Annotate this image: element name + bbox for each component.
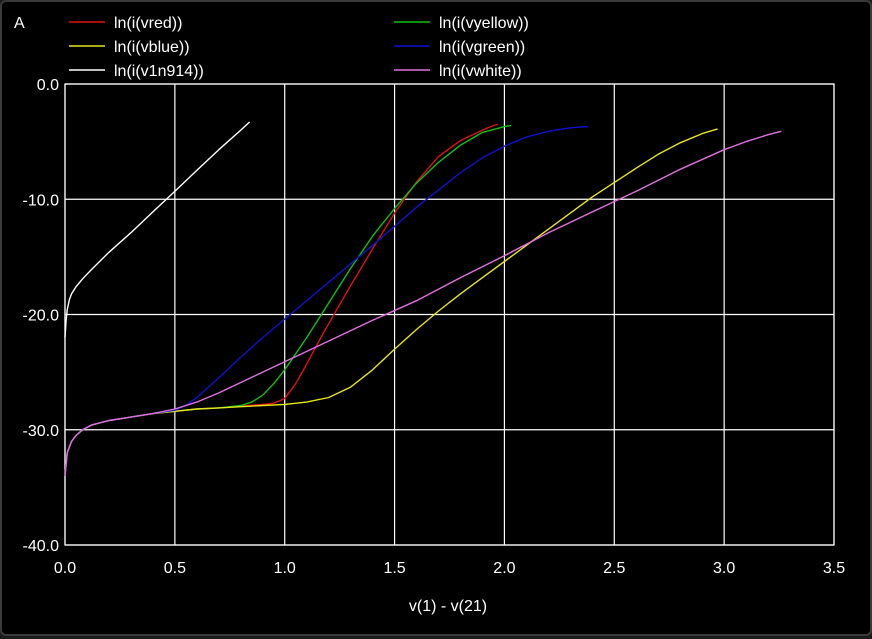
legend: ln(i(vred)) ln(i(vyellow)) ln(i(vblue)) ln(… bbox=[69, 15, 529, 80]
x-tick-label: 0.0 bbox=[54, 560, 76, 577]
legend-entry: ln(i(vyellow)) bbox=[439, 15, 529, 32]
series-line-ln-i-vgreen bbox=[64, 125, 588, 476]
legend-entry: ln(i(v1n914)) bbox=[114, 63, 204, 80]
series-group bbox=[64, 121, 782, 476]
series-line-ln-i-vred bbox=[64, 123, 498, 476]
y-tick-label: -30.0 bbox=[23, 423, 60, 440]
y-unit-label: A bbox=[14, 15, 25, 32]
legend-entry: ln(i(vred)) bbox=[114, 15, 182, 32]
series-line-ln-i-v1n914 bbox=[64, 121, 251, 338]
x-tick-label: 3.0 bbox=[713, 560, 735, 577]
x-tick-label: 3.5 bbox=[823, 560, 845, 577]
legend-entry: ln(i(vgreen)) bbox=[439, 39, 525, 56]
y-tick-label: -40.0 bbox=[23, 538, 60, 555]
x-tick-labels: 0.0 0.5 1.0 1.5 2.0 2.5 3.0 3.5 bbox=[54, 560, 845, 577]
series-line-ln-i-vyellow bbox=[64, 124, 512, 476]
legend-entry: ln(i(vwhite)) bbox=[439, 63, 522, 80]
y-tick-labels: 0.0 -10.0 -20.0 -30.0 -40.0 bbox=[23, 77, 60, 555]
x-tick-label: 0.5 bbox=[164, 560, 186, 577]
y-tick-label: -10.0 bbox=[23, 192, 60, 209]
series-line-ln-i-vwhite bbox=[64, 130, 782, 476]
series-line-ln-i-vblue bbox=[64, 128, 718, 476]
plot-area bbox=[64, 83, 835, 546]
x-tick-label: 2.0 bbox=[493, 560, 515, 577]
x-axis-label: v(1) - v(21) bbox=[409, 598, 487, 615]
x-tick-label: 1.0 bbox=[274, 560, 296, 577]
x-tick-label: 1.5 bbox=[383, 560, 405, 577]
y-tick-label: 0.0 bbox=[37, 77, 59, 94]
legend-entry: ln(i(vblue)) bbox=[114, 39, 190, 56]
y-tick-label: -20.0 bbox=[23, 308, 60, 325]
x-tick-label: 2.5 bbox=[603, 560, 625, 577]
